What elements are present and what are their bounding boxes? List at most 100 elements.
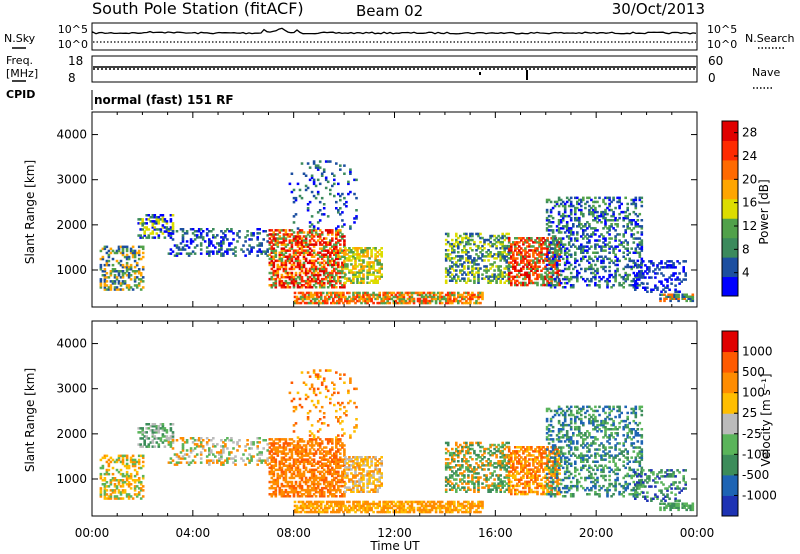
velocity-echo-cell [222,445,225,448]
power-echo-cell [670,282,673,285]
power-echo-cell [546,269,549,272]
power-echo-cell [258,232,261,235]
power-echo-cell [594,208,597,212]
power-echo-cell [510,245,513,248]
noise-tick-high-left: 10^5 [58,23,88,36]
velocity-echo-cell [335,456,338,459]
velocity-echo-cell [153,429,157,432]
power-echo-cell [139,222,142,225]
power-echo-cell [392,299,396,303]
power-echo-cell [292,251,296,254]
power-echo-cell [479,247,482,250]
power-echo-cell [326,160,330,163]
power-echo-cell [487,281,490,284]
power-echo-cell [554,239,557,242]
power-echo-cell [569,212,573,216]
velocity-echo-cell [167,441,171,444]
velocity-echo-cell [308,434,312,437]
power-echo-cell [479,232,482,236]
power-echo-cell [503,255,506,258]
power-echo-cell [596,284,599,287]
velocity-echo-cell [109,479,113,482]
power-echo-cell [370,265,373,268]
power-echo-cell [572,267,575,271]
velocity-echo-cell [264,439,267,442]
velocity-echo-cell [304,446,308,449]
power-echo-cell [489,240,492,244]
power-echo-cell [465,253,468,256]
power-echo-cell [141,280,145,283]
velocity-echo-cell [314,474,318,478]
power-echo-cell [632,261,636,265]
power-echo-cell [622,225,625,228]
power-echo-cell [284,237,288,240]
velocity-echo-cell [294,486,298,490]
power-echo-cell [274,279,278,283]
power-echo-cell [169,220,173,223]
power-echo-cell [313,301,317,305]
velocity-echo-cell [300,474,304,478]
power-echo-cell [329,255,332,258]
power-echo-cell [444,267,448,270]
velocity-echo-cell [270,468,274,472]
velocity-echo-cell [316,430,320,433]
power-echo-cell [483,269,486,272]
power-echo-cell [512,275,515,279]
power-echo-cell [634,284,637,287]
power-echo-cell [606,257,609,261]
power-echo-cell [320,286,324,289]
power-echo-cell [380,255,383,258]
power-echo-cell [349,227,352,230]
power-echo-cell [252,232,255,235]
power-echo-cell [471,269,474,272]
power-echo-cell [618,284,621,287]
power-echo-cell [596,214,599,218]
power-echo-cell [310,277,314,281]
power-echo-cell [503,275,506,278]
power-echo-cell [316,251,320,254]
power-echo-cell [648,268,651,271]
power-echo-cell [618,233,621,236]
power-echo-cell [352,277,355,280]
power-echo-cell [339,198,342,202]
power-echo-cell [528,273,531,277]
velocity-echo-cell [123,489,127,492]
power-echo-cell [559,273,563,277]
power-echo-cell [542,267,545,270]
velocity-echo-cell [105,468,109,472]
power-echo-cell [276,271,280,275]
velocity-echo-cell [137,443,140,446]
velocity-echo-cell [107,462,111,466]
power-echo-cell [530,263,533,266]
power-echo-cell [181,240,185,243]
power-echo-cell [632,227,636,230]
velocity-echo-cell [143,435,146,438]
velocity-echo-cell [268,452,272,455]
power-echo-cell [282,261,286,265]
velocity-echo-cell [153,435,157,438]
power-echo-cell [489,234,492,238]
velocity-echo-cell [185,461,189,464]
power-echo-cell [624,273,627,277]
velocity-echo-cell [199,441,203,444]
power-echo-cell [428,293,432,297]
velocity-echo-cell [212,443,215,446]
power-echo-cell [343,286,346,289]
velocity-echo-cell [214,455,217,458]
velocity-echo-cell [308,456,312,459]
power-echo-cell [594,281,597,285]
power-echo-cell [606,279,609,283]
velocity-echo-cell [272,486,276,490]
power-echo-cell [272,255,276,258]
velocity-echo-cell [216,443,219,446]
velocity-echo-cell [322,495,326,498]
power-echo-cell [432,297,436,301]
power-echo-cell [602,210,605,214]
power-echo-cell [320,249,324,252]
power-echo-cell [540,253,543,256]
power-echo-cell [340,299,343,303]
power-echo-cell [325,301,329,305]
power-echo-cell [530,267,533,270]
power-echo-cell [214,236,217,239]
power-echo-cell [550,237,553,240]
